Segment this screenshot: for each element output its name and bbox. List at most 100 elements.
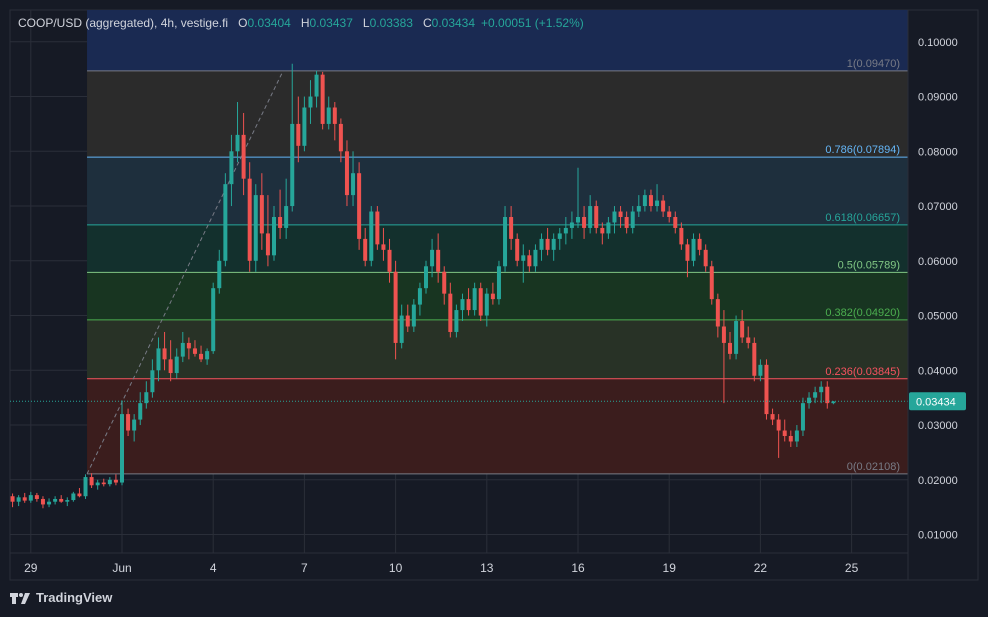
candle-body (642, 195, 647, 207)
candle (594, 200, 599, 234)
candle (399, 304, 404, 349)
candle-body (138, 403, 143, 420)
price-tick-label: 0.09000 (918, 92, 958, 104)
candle-body (782, 430, 787, 436)
candle-body (794, 430, 799, 442)
candle-body (655, 200, 660, 207)
candle-body (709, 266, 714, 300)
candle-body (405, 315, 410, 327)
candle (393, 260, 398, 360)
candle (807, 392, 812, 409)
candle-body (788, 436, 793, 442)
candle-body (496, 266, 501, 300)
candle (308, 80, 313, 124)
candle-body (478, 288, 483, 316)
trend-line-layer (86, 70, 284, 475)
candle-body (332, 107, 337, 124)
candle (247, 162, 252, 272)
candle-body (563, 227, 568, 234)
candle-body (284, 206, 289, 228)
candle (788, 430, 793, 447)
candle (199, 345, 204, 363)
candle-body (819, 386, 824, 393)
price-axis[interactable]: 0.10000 0.09000 0.08000 0.07000 0.06000 0.050… (909, 37, 966, 542)
candle (217, 249, 222, 294)
candle-body (217, 260, 222, 289)
candle-body (770, 414, 775, 420)
candle-body (661, 200, 666, 212)
candle (47, 498, 52, 508)
price-tick-label: 0.07000 (918, 201, 958, 213)
candle (770, 408, 775, 426)
candle-body (265, 233, 270, 256)
candle-body (813, 392, 818, 398)
candle (28, 491, 33, 503)
time-axis[interactable]: 29 Jun 4 7 10 13 16 19 22 25 (24, 561, 858, 575)
candle-body (174, 356, 179, 374)
candle-body (557, 233, 562, 239)
candle (369, 206, 374, 267)
candle (758, 359, 763, 382)
tradingview-logo-icon (10, 592, 30, 604)
candle-body (436, 249, 441, 272)
time-tick-label: 7 (301, 561, 308, 575)
candle-body (612, 211, 617, 223)
candle (782, 419, 787, 442)
time-tick-label: Jun (112, 561, 131, 575)
candle-body (509, 217, 514, 239)
candle (436, 233, 441, 283)
tradingview-brand[interactable]: TradingView (10, 590, 112, 605)
candle-body (454, 310, 459, 332)
candle (332, 102, 337, 141)
candle-body (734, 321, 739, 354)
candle-body (107, 479, 112, 485)
candle (344, 140, 349, 207)
fibonacci-retracement[interactable]: 1(0.09470) 0.786(0.07894) 0.618(0.06657) 0.… (87, 10, 909, 475)
candle (65, 497, 70, 507)
close-value: 0.03434 (431, 16, 476, 30)
candle (430, 238, 435, 278)
price-tick-label: 0.02000 (918, 475, 958, 487)
candle (132, 414, 137, 442)
candle (630, 206, 635, 234)
candle (521, 244, 526, 283)
candle-body (807, 397, 812, 404)
candle (472, 282, 477, 316)
candle (728, 331, 732, 360)
candle (527, 249, 532, 272)
candle (496, 260, 501, 305)
candle-body (728, 342, 732, 354)
candle-body (363, 238, 368, 261)
candle (192, 340, 197, 357)
candle (150, 359, 155, 398)
candle (95, 479, 100, 490)
price-tick-label: 0.06000 (918, 256, 958, 268)
candle-body (180, 342, 185, 357)
candle-body (28, 495, 33, 501)
candle-body (144, 392, 149, 404)
candle (490, 282, 495, 305)
candle-body (417, 288, 422, 305)
candle (338, 118, 343, 163)
candle (357, 162, 362, 250)
candle (144, 381, 149, 409)
candle-body (357, 173, 362, 239)
close-label: C (422, 16, 432, 30)
candle-body (156, 348, 161, 371)
candle (417, 282, 422, 316)
candle (545, 227, 550, 256)
candle (655, 184, 660, 212)
brand-name: TradingView (36, 590, 113, 605)
candle-body (120, 414, 124, 483)
candle-body (648, 195, 653, 207)
time-tick-label: 10 (389, 561, 403, 575)
candle (709, 260, 714, 305)
fib-band (87, 319, 909, 379)
candle (569, 211, 574, 239)
symbol-label[interactable]: COOP/USD (aggregated), 4h, vestige.fi (18, 16, 229, 30)
candle (314, 70, 319, 108)
candle-body (211, 288, 216, 352)
candle (740, 310, 745, 343)
